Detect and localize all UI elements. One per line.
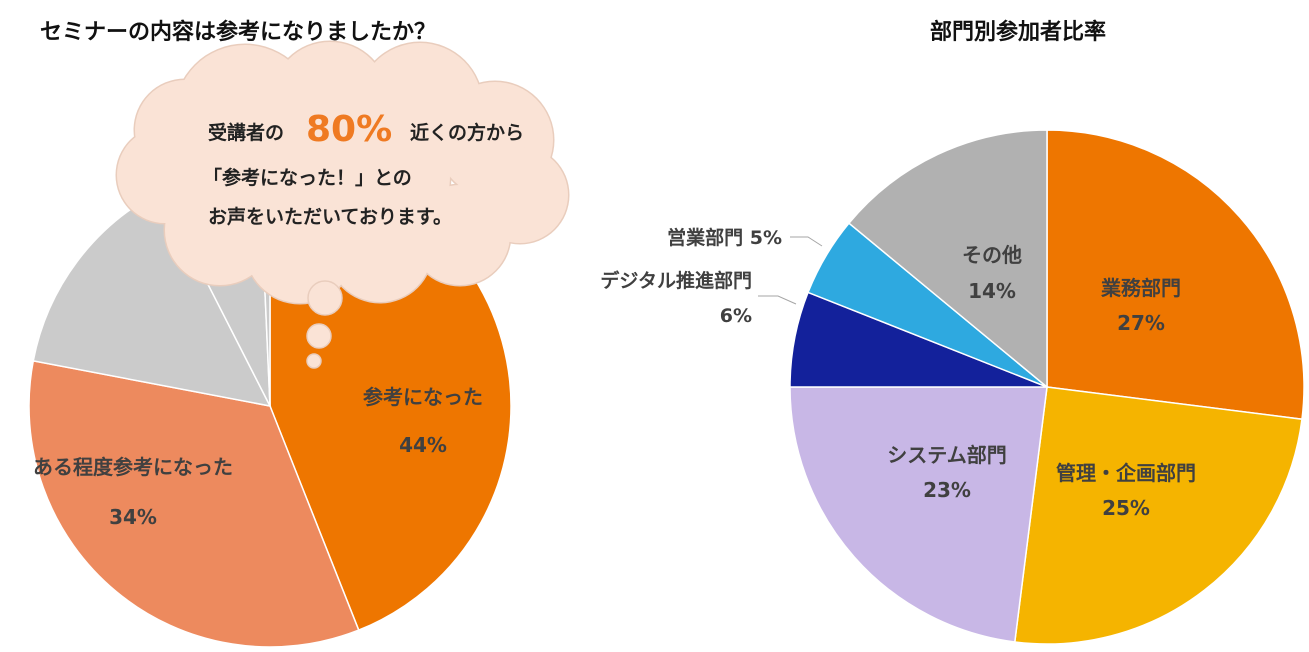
thought-bubble-0 [307, 280, 343, 316]
callout-text-before: 受講者の [208, 121, 284, 144]
dept-label-system: システム部門 [887, 443, 1006, 467]
chart-title-satisfaction: セミナーの内容は参考になりましたか？ [40, 20, 437, 45]
dept-value-6: 6% [720, 305, 752, 327]
dept-value-25: 25% [1102, 496, 1150, 520]
dept-value-27: 27% [1117, 311, 1165, 335]
thought-bubble-2 [306, 353, 322, 369]
callout-text-line3: お声をいただいております。 [208, 205, 452, 228]
callout-highlight-percent: 80% [306, 109, 392, 150]
speech-bubble-callout: 受講者の 80% 近くの方から 「参考になった！」との お声をいただいております… [115, 40, 570, 369]
cloud-puff-10 [135, 80, 235, 180]
satisfaction-slice-1 [28, 359, 360, 648]
dept-value-23: 23% [923, 478, 971, 502]
slice-value-44: 44% [399, 433, 447, 457]
leader-line-eigyo [790, 236, 823, 247]
callout-text-after: 近くの方から [410, 121, 524, 144]
cloud-shape [115, 40, 570, 369]
pie-chart-satisfaction-labels: 参考になった 44% ある程度参考になった 34% [33, 385, 483, 529]
slice-value-34: 34% [109, 505, 157, 529]
department-slice-5 [847, 129, 1048, 389]
department-slice-2 [789, 386, 1048, 643]
dept-label-digital: デジタル推進部門 [600, 269, 752, 292]
thought-bubble-1 [306, 323, 332, 349]
chart-title-department: 部門別参加者比率 [930, 20, 1107, 45]
dept-label-kanri: 管理・企画部門 [1056, 461, 1196, 485]
callout-text-line2: 「参考になった！」との [203, 166, 412, 189]
leader-line-digital [758, 295, 797, 305]
dept-label-eigyo: 営業部門 5% [667, 226, 782, 249]
dept-label-sonota: その他 [962, 243, 1022, 267]
pie-chart-department [789, 129, 1305, 645]
department-slice-0 [1046, 129, 1305, 421]
cloud-puff-11 [250, 75, 450, 275]
slice-label-sankou-ni-natta: 参考になった [363, 385, 483, 409]
dept-value-14: 14% [968, 279, 1016, 303]
slice-label-aru-teido: ある程度参考になった [33, 455, 233, 479]
dept-label-gyomu: 業務部門 [1101, 276, 1181, 300]
svg-text:受講者の: 受講者の [208, 121, 284, 144]
pie-chart-department-labels: 業務部門 27% 管理・企画部門 25% システム部門 23% その他 14% 営業部門 5% デ… [600, 226, 1196, 520]
department-slice-1 [1013, 386, 1303, 645]
